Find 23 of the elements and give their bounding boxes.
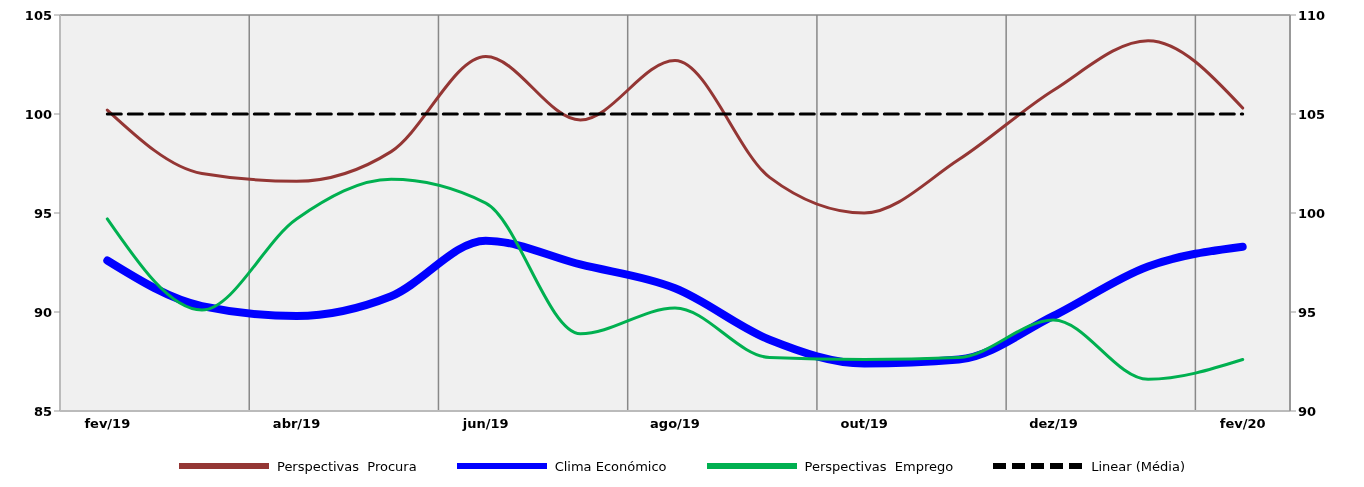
y2-tick-label: 90 bbox=[1298, 403, 1317, 419]
y-tick-label: 85 bbox=[33, 403, 52, 419]
legend-label: Perspectivas Emprego bbox=[804, 458, 954, 474]
line-series bbox=[105, 177, 1245, 381]
x-tick-label: abr/19 bbox=[272, 416, 321, 432]
y-tick-label: 95 bbox=[33, 205, 52, 221]
y2-tick-label: 95 bbox=[1298, 304, 1317, 320]
y-tick-label: 100 bbox=[24, 106, 52, 122]
legend-label: Linear (Média) bbox=[1091, 458, 1185, 474]
x-tick-label: dez/19 bbox=[1029, 416, 1078, 432]
line-series bbox=[105, 39, 1245, 215]
x-tick-label: fev/19 bbox=[84, 416, 131, 432]
legend-label: Clima Económico bbox=[554, 458, 667, 474]
legend-label: Perspectivas Procura bbox=[277, 458, 417, 474]
x-tick-label: out/19 bbox=[840, 416, 888, 432]
y2-tick-label: 105 bbox=[1298, 106, 1326, 122]
y-tick-label: 105 bbox=[24, 7, 52, 23]
x-tick-label: jun/19 bbox=[461, 416, 509, 432]
x-tick-label: fev/20 bbox=[1219, 416, 1266, 432]
x-tick-label: ago/19 bbox=[650, 416, 700, 432]
y2-tick-label: 110 bbox=[1298, 7, 1326, 23]
y2-tick-label: 100 bbox=[1298, 205, 1326, 221]
y-tick-label: 90 bbox=[33, 304, 52, 320]
